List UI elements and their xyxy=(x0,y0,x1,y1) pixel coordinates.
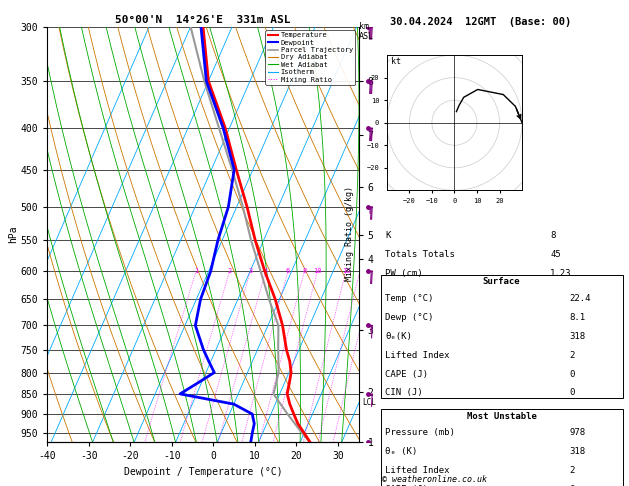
Text: 3: 3 xyxy=(248,268,252,274)
Text: 0: 0 xyxy=(569,388,575,398)
Text: Totals Totals: Totals Totals xyxy=(386,250,455,259)
Text: Pressure (mb): Pressure (mb) xyxy=(386,428,455,437)
Text: kt: kt xyxy=(391,57,401,66)
Text: 1.23: 1.23 xyxy=(550,269,572,278)
Text: 2: 2 xyxy=(569,350,575,360)
Text: CAPE (J): CAPE (J) xyxy=(386,485,428,486)
Text: K: K xyxy=(386,231,391,240)
Text: 8: 8 xyxy=(303,268,306,274)
Text: 30.04.2024  12GMT  (Base: 00): 30.04.2024 12GMT (Base: 00) xyxy=(390,17,571,27)
Text: 6: 6 xyxy=(286,268,290,274)
Bar xyxy=(381,409,623,486)
Text: 978: 978 xyxy=(569,428,586,437)
X-axis label: Dewpoint / Temperature (°C): Dewpoint / Temperature (°C) xyxy=(123,467,282,477)
Text: 0: 0 xyxy=(569,369,575,379)
Text: Dewp (°C): Dewp (°C) xyxy=(386,312,434,322)
Text: CAPE (J): CAPE (J) xyxy=(386,369,428,379)
Text: Surface: Surface xyxy=(483,277,520,286)
Text: 45: 45 xyxy=(550,250,561,259)
Text: 318: 318 xyxy=(569,447,586,456)
Text: 1: 1 xyxy=(194,268,198,274)
Text: 2: 2 xyxy=(228,268,231,274)
Text: Most Unstable: Most Unstable xyxy=(467,412,537,421)
Text: 2: 2 xyxy=(569,466,575,475)
Text: 10: 10 xyxy=(313,268,322,274)
Text: km
ASL: km ASL xyxy=(359,22,374,41)
Y-axis label: hPa: hPa xyxy=(8,226,18,243)
Text: 16: 16 xyxy=(342,268,350,274)
Bar xyxy=(381,275,623,398)
Text: θₑ(K): θₑ(K) xyxy=(386,331,412,341)
Text: 0: 0 xyxy=(569,485,575,486)
Title: 50°00'N  14°26'E  331m ASL: 50°00'N 14°26'E 331m ASL xyxy=(115,15,291,25)
Text: 22.4: 22.4 xyxy=(569,294,591,303)
Text: 8.1: 8.1 xyxy=(569,312,586,322)
Text: Lifted Index: Lifted Index xyxy=(386,350,450,360)
Legend: Temperature, Dewpoint, Parcel Trajectory, Dry Adiabat, Wet Adiabat, Isotherm, Mi: Temperature, Dewpoint, Parcel Trajectory… xyxy=(265,30,355,85)
Text: 4: 4 xyxy=(264,268,268,274)
Text: LCL: LCL xyxy=(363,398,377,407)
Text: Lifted Index: Lifted Index xyxy=(386,466,450,475)
Text: © weatheronline.co.uk: © weatheronline.co.uk xyxy=(382,475,487,484)
Text: θₑ (K): θₑ (K) xyxy=(386,447,418,456)
Text: CIN (J): CIN (J) xyxy=(386,388,423,398)
Text: Mixing Ratio (g/kg): Mixing Ratio (g/kg) xyxy=(345,186,353,281)
Text: 8: 8 xyxy=(550,231,555,240)
Text: Temp (°C): Temp (°C) xyxy=(386,294,434,303)
Text: PW (cm): PW (cm) xyxy=(386,269,423,278)
Text: 318: 318 xyxy=(569,331,586,341)
